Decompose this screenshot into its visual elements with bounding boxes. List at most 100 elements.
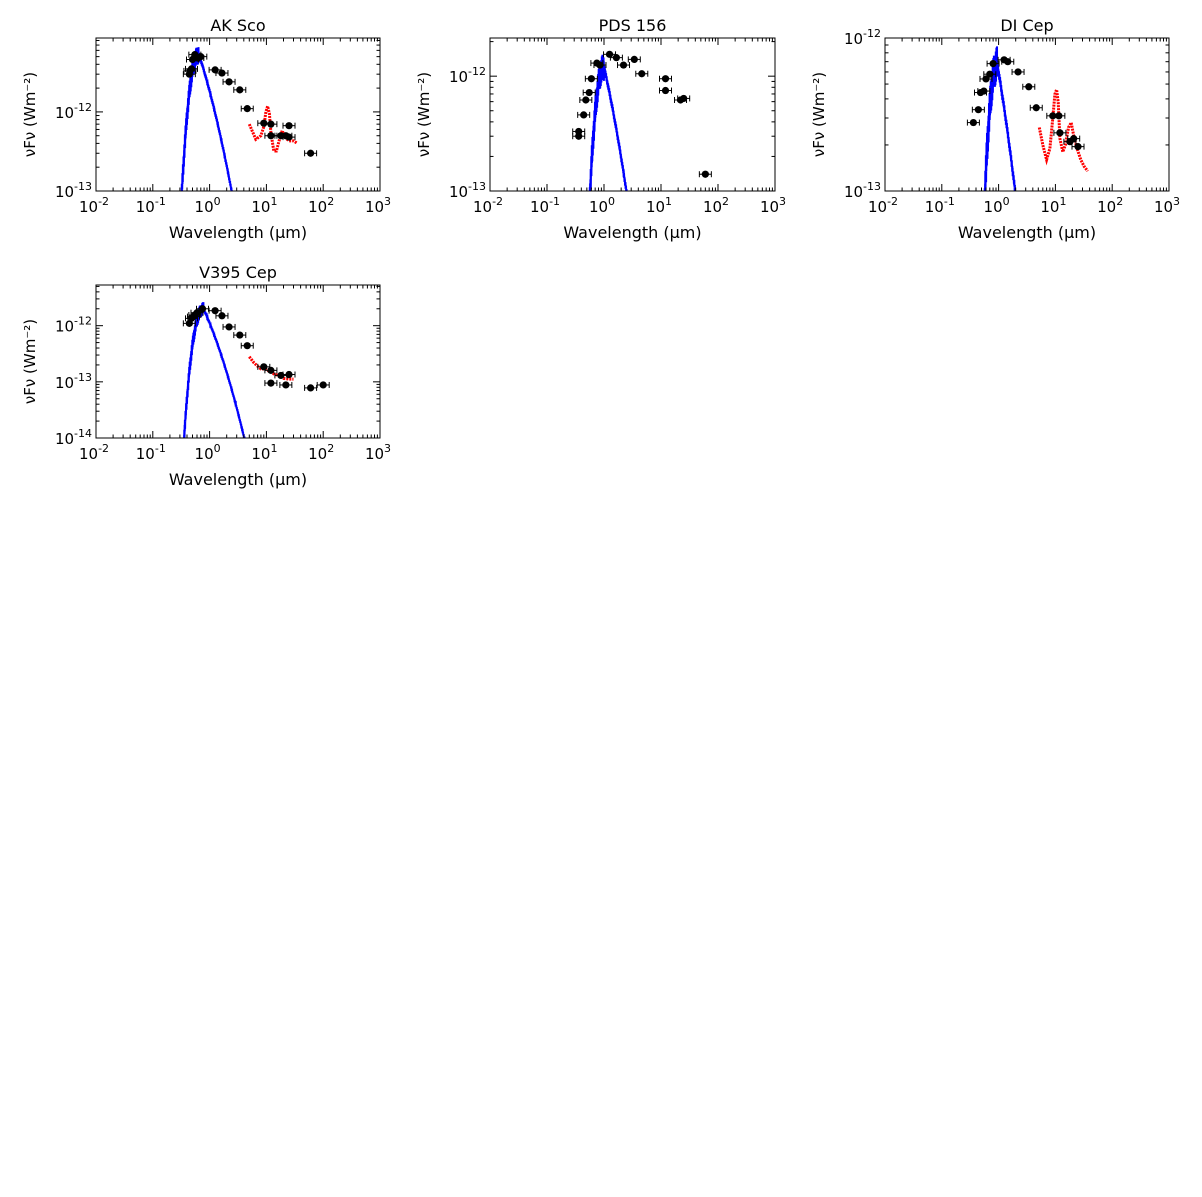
photometry-marker: [260, 119, 268, 127]
photometry-marker: [267, 132, 275, 140]
photometry-marker: [218, 69, 226, 77]
data-point: [208, 307, 222, 315]
photometry-marker: [969, 118, 977, 127]
data-point: [240, 342, 254, 350]
photometry-marker: [680, 94, 688, 103]
photometry-marker: [1025, 83, 1033, 91]
x-tick-label: 103: [365, 195, 391, 216]
x-axis: 10-2 10-1 100 101 102 103: [79, 285, 391, 463]
data-point: [977, 87, 991, 95]
x-axis: 10-2 10-1 100 101 102 103: [868, 38, 1180, 216]
data-point: [233, 331, 247, 339]
data-point: [1022, 83, 1036, 91]
photometry-marker: [243, 105, 251, 113]
panel-4: 10-2 10-1 100 101 102 103 10-14 10-13 10-12 V395 …: [21, 263, 391, 489]
data-point: [609, 54, 623, 62]
x-tick-label: 102: [308, 195, 334, 216]
stellar-model-line: [588, 54, 628, 191]
y-axis: 10-14 10-13 10-12: [55, 285, 380, 448]
photometry-marker: [585, 88, 593, 97]
photometry-marker: [211, 307, 219, 315]
stellar-model-line: [983, 46, 1017, 191]
axes-frame: [489, 37, 776, 192]
x-tick-label: 101: [1040, 195, 1066, 216]
photometry-marker: [197, 53, 205, 61]
x-tick-label: 101: [646, 195, 672, 216]
data-point: [1001, 58, 1015, 66]
x-tick-label: 102: [308, 442, 334, 463]
data-point: [1029, 104, 1043, 112]
panel-title: PDS 156: [599, 16, 667, 35]
photometry-marker: [1055, 112, 1063, 120]
photometry-marker: [974, 106, 982, 114]
y-tick-label: 10-13: [449, 180, 486, 201]
data-point: [279, 381, 293, 389]
data-point: [264, 120, 278, 128]
data-point: [1071, 143, 1085, 151]
panel-title: AK Sco: [210, 16, 265, 35]
photometry-marker: [198, 305, 207, 313]
photometry-marker: [285, 122, 293, 130]
data-point: [304, 149, 318, 157]
photometry-marker: [187, 65, 196, 73]
data-point: [698, 170, 712, 178]
x-tick-label: 103: [365, 442, 391, 463]
photometry-marker: [1070, 135, 1078, 143]
photometry-marker: [319, 381, 327, 389]
x-tick-label: 100: [195, 442, 221, 463]
data-point: [194, 53, 208, 61]
x-tick-label: 10-2: [868, 195, 898, 216]
y-tick-label: 10-14: [55, 427, 92, 448]
axes-frame: [884, 37, 1170, 192]
y-tick-label: 10-12: [844, 27, 881, 48]
photometry-marker: [1032, 104, 1040, 112]
photometry-marker: [701, 170, 709, 178]
photometry-marker: [638, 70, 646, 78]
axes-frame: [95, 284, 381, 439]
data-point: [1053, 129, 1067, 137]
x-tick-label: 101: [251, 442, 277, 463]
photometry-marker: [661, 75, 670, 83]
photometry-marker: [306, 149, 315, 157]
data-point: [264, 379, 278, 387]
photometry-marker: [218, 312, 226, 320]
photometry-marker: [980, 87, 988, 95]
x-tick-label: 103: [1154, 195, 1180, 216]
photometry-marker: [260, 363, 268, 371]
y-axis: 10-13 10-12: [55, 39, 380, 201]
data-point: [257, 119, 271, 127]
data-point: [593, 61, 607, 69]
x-tick-label: 102: [1097, 195, 1123, 216]
x-tick-label: 100: [984, 195, 1010, 216]
data-point: [1011, 68, 1025, 76]
data-point: [1067, 135, 1081, 143]
data-point: [659, 86, 673, 95]
panel-3: 10-2 10-1 100 101 102 103 10-13 10-12 DI Cep Wave…: [810, 16, 1180, 242]
data-point: [582, 88, 596, 97]
x-tick-label: 100: [195, 195, 221, 216]
data-point: [577, 111, 591, 119]
data-point: [572, 132, 586, 140]
data-point: [222, 323, 236, 331]
x-tick-label: 101: [251, 195, 277, 216]
x-tick-label: 10-2: [79, 442, 109, 463]
data-point: [304, 384, 318, 392]
photometry-marker: [285, 370, 293, 379]
y-tick-label: 10-13: [55, 180, 92, 201]
axes-frame: [95, 37, 381, 192]
plot-area: [966, 46, 1089, 191]
photometry-marker: [1074, 143, 1082, 151]
data-point: [579, 96, 593, 104]
photometry-marker: [193, 309, 201, 317]
x-tick-label: 102: [703, 195, 729, 216]
ir-spectrum-line: [247, 100, 299, 153]
x-axis-label: Wavelength (μm): [169, 470, 307, 489]
photometry-marker: [211, 66, 219, 74]
data-point: [222, 78, 236, 86]
x-tick-label: 10-2: [79, 195, 109, 216]
y-axis-label: νFν (Wm⁻²): [21, 72, 39, 157]
data-point: [196, 305, 210, 313]
y-axis: 10-13 10-12: [449, 41, 775, 201]
data-point: [986, 60, 1000, 68]
